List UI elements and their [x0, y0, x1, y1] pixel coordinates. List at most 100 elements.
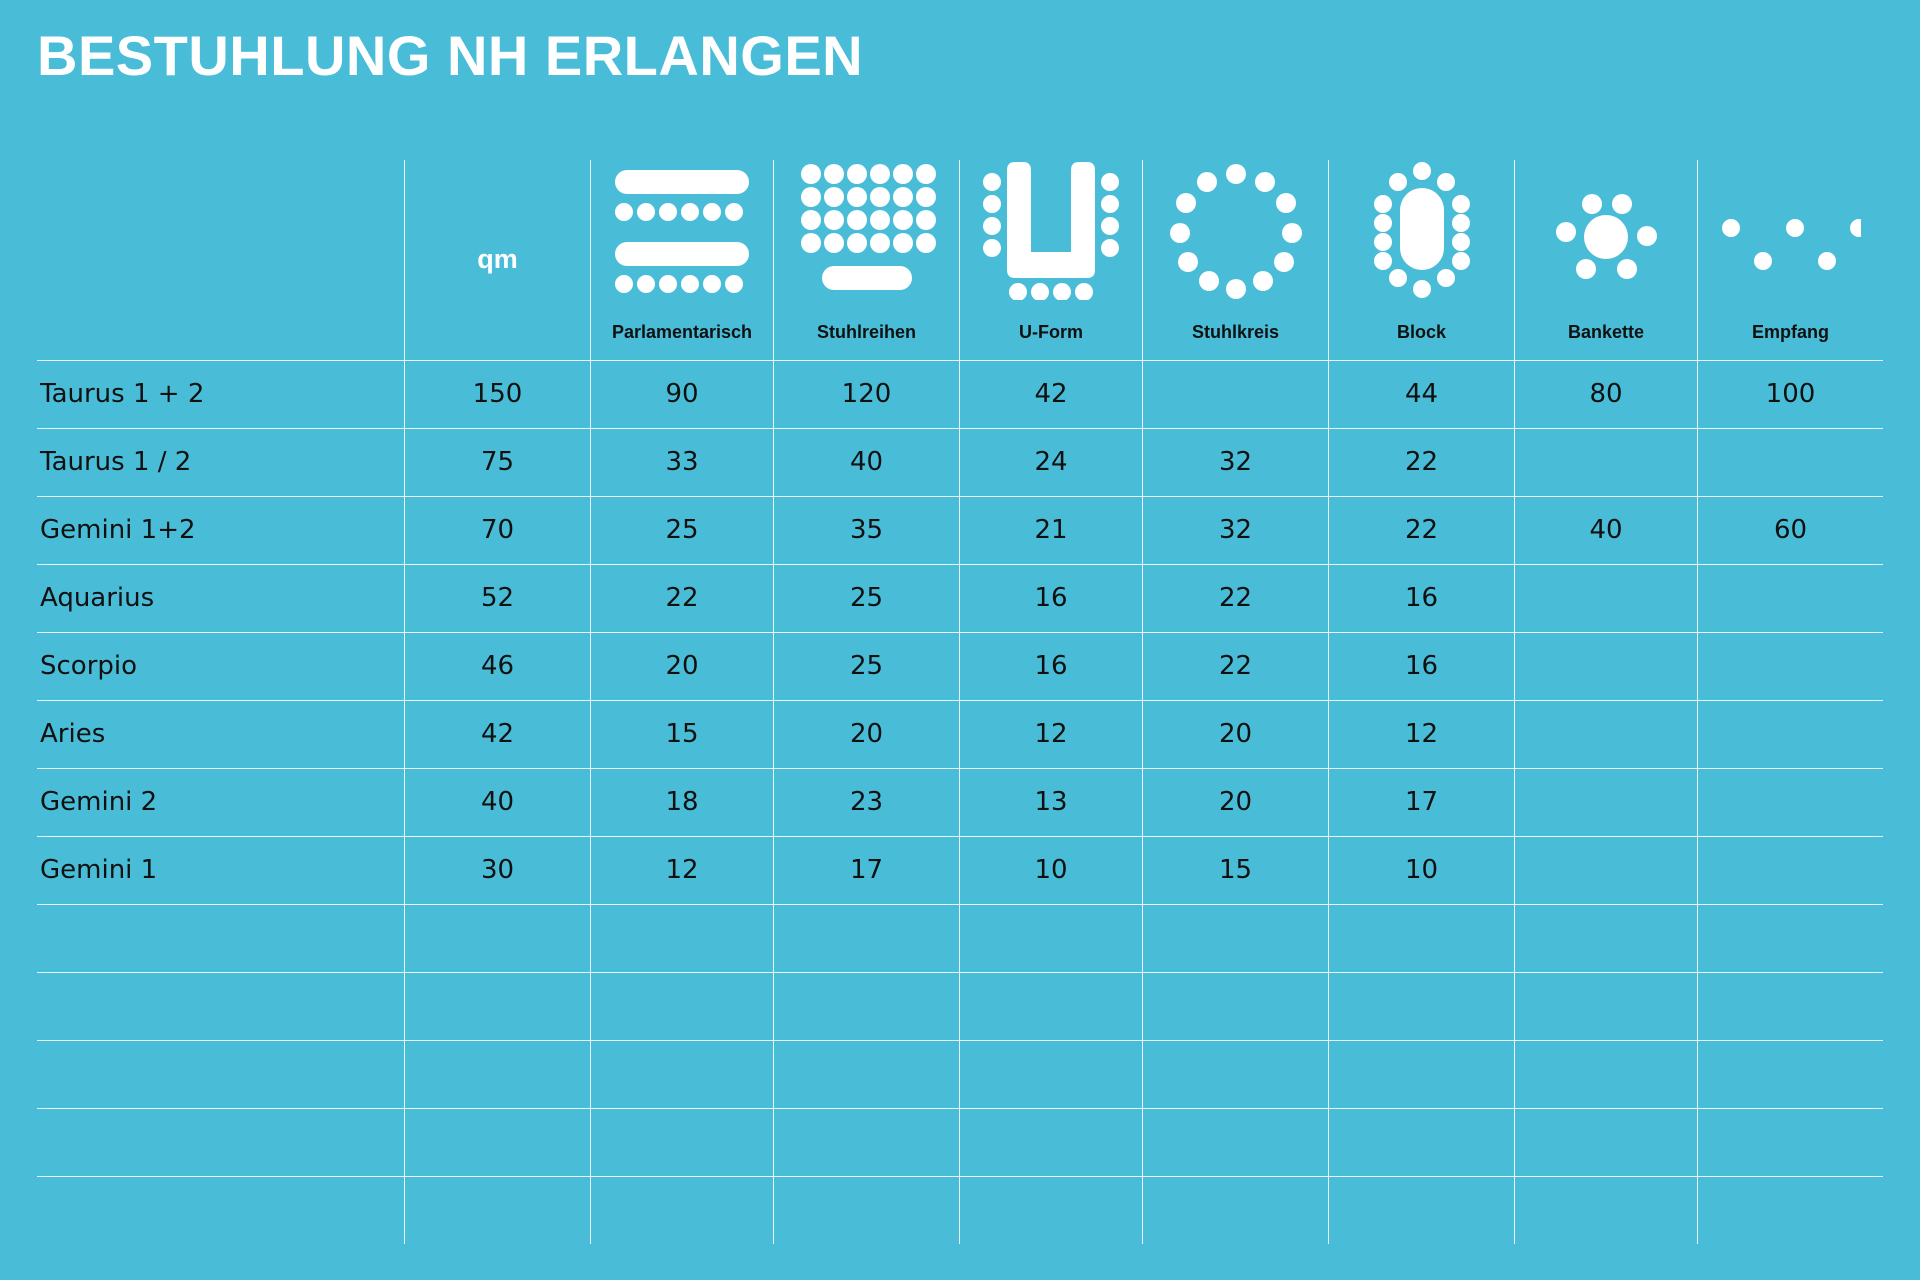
header-block: Block	[1329, 160, 1514, 360]
capacity-empfang: 100	[1765, 379, 1816, 409]
capacity-block: 17	[1404, 787, 1439, 817]
column-divider	[1142, 160, 1143, 1244]
column-label-stuhlkreis: Stuhlkreis	[1191, 322, 1280, 342]
capacity-block: 22	[1404, 447, 1439, 477]
capacity-stuhlkreis: 20	[1218, 719, 1253, 749]
capacity-parlamentarisch: 22	[665, 583, 699, 613]
row-divider	[37, 1176, 1883, 1177]
u-shape-icon	[983, 162, 1119, 300]
page-title: BESTUHLUNG NH ERLANGEN	[37, 24, 864, 87]
qm-label: qm	[477, 244, 518, 274]
table-row: Taurus 1 + 2 150 90 120 42 44 80 100	[37, 360, 1883, 428]
capacity-bankette	[1515, 836, 1697, 904]
capacity-block: 16	[1404, 651, 1439, 681]
capacity-u-form: 42	[1034, 379, 1068, 409]
capacity-stuhlkreis: 32	[1218, 447, 1253, 477]
row-divider	[37, 972, 1883, 973]
row-divider	[37, 360, 1883, 361]
row-divider	[37, 1108, 1883, 1109]
column-label-bankette: Bankette	[1567, 322, 1645, 342]
row-divider	[37, 904, 1883, 905]
capacity-stuhlreihen: 17	[849, 855, 884, 885]
capacity-bankette	[1515, 700, 1697, 768]
column-divider	[1328, 160, 1329, 1244]
capacity-u-form: 12	[1034, 719, 1068, 749]
column-divider	[404, 160, 405, 1244]
capacity-bankette	[1515, 632, 1697, 700]
capacity-block: 44	[1404, 379, 1439, 409]
room-name: Gemini 1	[40, 855, 158, 885]
capacity-stuhlkreis: 32	[1218, 515, 1253, 545]
capacity-stuhlreihen: 25	[849, 583, 884, 613]
capacity-stuhlkreis: 22	[1218, 583, 1253, 613]
capacity-stuhlkreis	[1143, 360, 1328, 428]
capacity-stuhlreihen: 120	[841, 379, 892, 409]
banquet-icon	[1556, 194, 1657, 279]
header-bankette: Bankette	[1515, 160, 1697, 360]
capacity-block: 10	[1404, 855, 1439, 885]
column-divider	[590, 160, 591, 1244]
table-row: Gemini 1+2 70 25 35 21 32 22 40 60	[37, 496, 1883, 564]
capacity-empfang	[1698, 768, 1883, 836]
capacity-stuhlkreis: 20	[1218, 787, 1253, 817]
row-divider	[37, 768, 1883, 769]
room-name: Gemini 1+2	[40, 515, 196, 545]
room-name: Gemini 2	[40, 787, 158, 817]
capacity-stuhlkreis: 22	[1218, 651, 1253, 681]
qm-value: 52	[480, 583, 515, 613]
row-divider	[37, 428, 1883, 429]
capacity-u-form: 16	[1034, 651, 1068, 681]
header-stuhlreihen: Stuhlreihen	[774, 160, 959, 360]
row-divider	[37, 496, 1883, 497]
capacity-u-form: 21	[1034, 515, 1068, 545]
header-empfang: Empfang	[1698, 160, 1883, 360]
capacity-bankette	[1515, 564, 1697, 632]
qm-value: 46	[480, 651, 515, 681]
qm-value: 40	[480, 787, 515, 817]
capacity-u-form: 16	[1034, 583, 1068, 613]
qm-value: 30	[480, 855, 515, 885]
capacity-parlamentarisch: 90	[665, 379, 699, 409]
capacity-u-form: 10	[1034, 855, 1068, 885]
capacity-parlamentarisch: 15	[665, 719, 699, 749]
capacity-stuhlreihen: 35	[849, 515, 884, 545]
column-label-u-form: U-Form	[1019, 322, 1083, 342]
reception-icon	[1721, 219, 1861, 270]
capacity-bankette: 40	[1589, 515, 1623, 545]
row-divider	[37, 700, 1883, 701]
capacity-empfang	[1698, 836, 1883, 904]
capacity-block: 22	[1404, 515, 1439, 545]
header-qm: qm	[405, 160, 590, 360]
header-u-form: U-Form	[960, 160, 1142, 360]
column-label-block: Block	[1396, 322, 1447, 342]
row-divider	[37, 1040, 1883, 1041]
header-stuhlkreis: Stuhlkreis	[1143, 160, 1328, 360]
capacity-stuhlreihen: 25	[849, 651, 884, 681]
header-parlamentarisch: Parlamentarisch	[591, 160, 773, 360]
qm-value: 75	[480, 447, 515, 477]
capacity-block: 12	[1404, 719, 1439, 749]
room-name: Scorpio	[40, 651, 138, 681]
qm-value: 70	[480, 515, 515, 545]
capacity-stuhlreihen: 23	[849, 787, 884, 817]
capacity-parlamentarisch: 12	[665, 855, 699, 885]
capacity-bankette	[1515, 768, 1697, 836]
row-divider	[37, 836, 1883, 837]
qm-value: 150	[472, 379, 523, 409]
room-name: Taurus 1 + 2	[40, 379, 205, 409]
table-row: Gemini 1 30 12 17 10 15 10	[37, 836, 1883, 904]
column-divider	[1697, 160, 1698, 1244]
column-label-empfang: Empfang	[1751, 322, 1829, 342]
room-name: Aries	[40, 719, 106, 749]
capacity-parlamentarisch: 20	[665, 651, 699, 681]
chair-circle-icon	[1169, 164, 1302, 299]
table-row: Aquarius 52 22 25 16 22 16	[37, 564, 1883, 632]
table-row: Scorpio 46 20 25 16 22 16	[37, 632, 1883, 700]
capacity-empfang	[1698, 428, 1883, 496]
capacity-block: 16	[1404, 583, 1439, 613]
table-row: Gemini 2 40 18 23 13 20 17	[37, 768, 1883, 836]
parliament-seating-icon	[615, 170, 749, 293]
capacity-bankette	[1515, 428, 1697, 496]
capacity-parlamentarisch: 18	[665, 787, 699, 817]
column-divider	[959, 160, 960, 1244]
